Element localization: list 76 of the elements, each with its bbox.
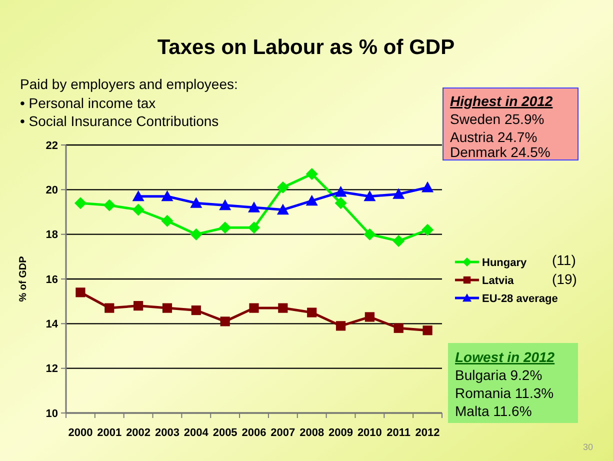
text: Austria 24.7% (450, 129, 538, 145)
y-tick-label: 22 (46, 140, 58, 152)
point (276, 204, 289, 215)
point (220, 316, 230, 326)
text: Bulgaria 9.2% (455, 367, 542, 383)
point (422, 181, 434, 192)
text: • Social Insurance Contributions (20, 113, 219, 129)
text: Malta 11.6% (455, 403, 532, 419)
point (134, 301, 144, 311)
point (104, 303, 114, 313)
point (422, 224, 434, 236)
point (74, 197, 86, 210)
point (219, 222, 232, 234)
y-tick-label: 12 (46, 363, 58, 376)
point (190, 228, 202, 240)
point (392, 188, 405, 199)
point (249, 303, 259, 313)
legend-label: Hungary (482, 256, 528, 269)
text: • Personal income tax (20, 95, 156, 111)
x-tick-label: 2008 (300, 427, 324, 439)
point (248, 202, 260, 212)
x-tick-label: 2002 (126, 427, 151, 439)
point (132, 204, 144, 216)
x-tick-label: 2007 (270, 427, 296, 439)
x-tick-label: 2006 (242, 427, 266, 439)
x-tick-label: 2005 (212, 427, 238, 439)
point (161, 214, 174, 227)
legend-label: EU-28 average (482, 292, 558, 305)
point (307, 308, 317, 318)
legend-label: Latvia (482, 274, 515, 287)
point (334, 197, 347, 210)
point (191, 305, 201, 316)
text: Denmark 24.5% (450, 144, 550, 160)
text: Highest in 2012 (450, 93, 553, 109)
point (278, 303, 288, 313)
point (364, 190, 376, 202)
y-tick-label: 14 (46, 318, 59, 331)
point (422, 326, 432, 336)
text: Sweden 25.9% (450, 111, 544, 127)
point (276, 181, 289, 194)
point (334, 186, 347, 197)
point (306, 194, 318, 206)
x-tick-label: 2011 (386, 427, 411, 439)
x-tick-label: 2000 (68, 427, 93, 439)
x-tick-label: 2004 (184, 427, 210, 439)
point (364, 228, 376, 240)
y-tick-label: 10 (46, 408, 58, 420)
text: 30 (582, 442, 594, 452)
point (394, 323, 404, 333)
x-tick-label: 2003 (154, 427, 180, 439)
y-tick-label: 16 (46, 274, 58, 286)
y-axis-title: % of GDP (18, 256, 29, 302)
point (190, 197, 202, 208)
point (103, 199, 116, 212)
point (248, 222, 260, 234)
point (364, 312, 374, 322)
point (219, 199, 232, 210)
x-tick-label: 2012 (415, 427, 440, 439)
y-tick-label: 18 (46, 229, 58, 242)
point (336, 321, 346, 331)
point (132, 190, 144, 202)
point (162, 303, 172, 313)
chart-subtitle: Paid by employers and employees: (20, 76, 238, 92)
chart-title: Taxes on Labour as % of GDP (157, 36, 455, 59)
text: Romania 11.3% (455, 385, 554, 401)
text: (11) (552, 252, 576, 268)
point (76, 288, 86, 298)
point (306, 168, 318, 180)
text: (19) (552, 270, 577, 287)
text: Lowest in 2012 (455, 349, 555, 365)
x-tick-label: 2001 (97, 427, 122, 439)
x-tick-label: 2009 (328, 427, 354, 439)
y-tick-label: 20 (46, 184, 58, 197)
point (161, 190, 174, 202)
point (392, 235, 405, 248)
x-tick-label: 2010 (357, 427, 382, 439)
